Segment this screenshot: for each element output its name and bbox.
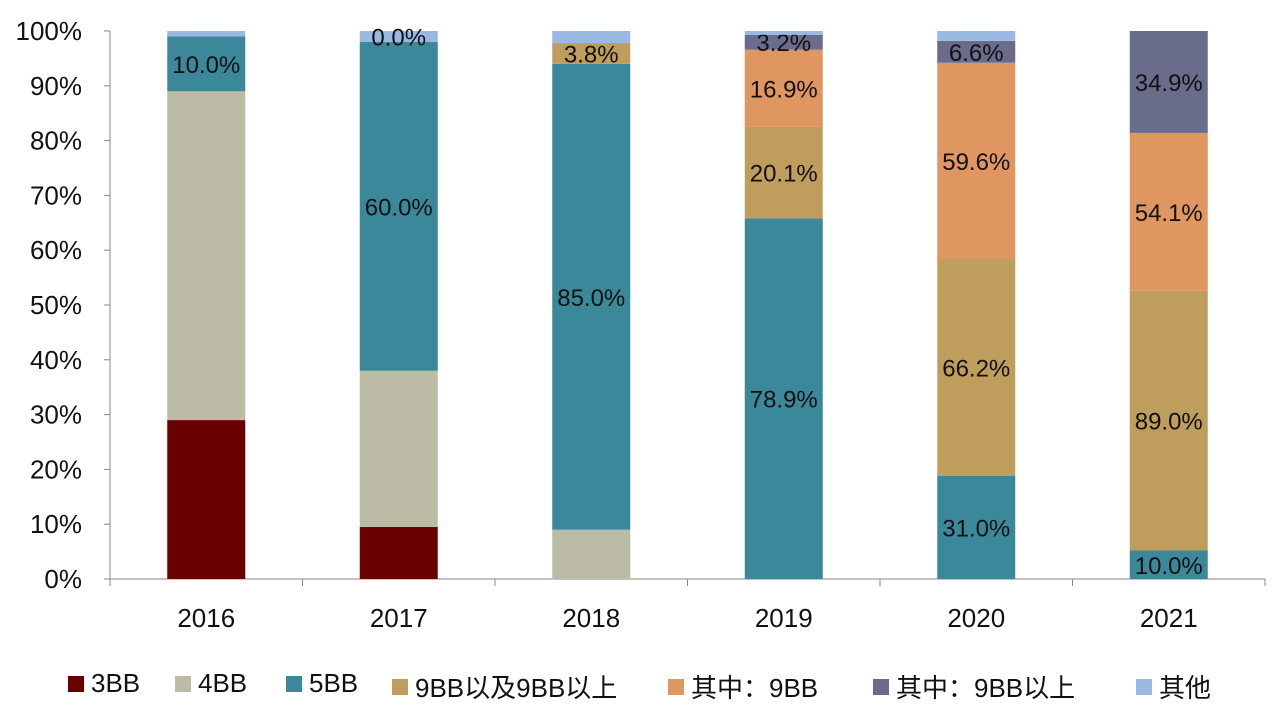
data-label-2016-2: 10.0%	[172, 52, 240, 79]
chart-legend: 3BB 4BB 5BB 9BB以及9BB以上 其中：9BB 其中：9BB以上 其他	[0, 660, 1280, 710]
data-label-2019-3: 20.1%	[750, 161, 818, 188]
data-label-2020-4: 59.6%	[942, 149, 1010, 176]
legend-item: 其中：9BB以上	[873, 668, 1075, 705]
y-tick-label: 40%	[30, 345, 82, 375]
bar-segment-2019-5	[744, 34, 823, 50]
data-label-2021-2: 10.0%	[1135, 553, 1203, 580]
x-tick-label: 2020	[947, 603, 1005, 633]
data-label-2017-2: 60.0%	[365, 194, 433, 221]
data-label-2020-3: 66.2%	[942, 355, 1010, 382]
y-tick-label: 90%	[30, 71, 82, 101]
data-label-2017-6: 0.0%	[371, 24, 426, 51]
bar-segment-2020-4	[937, 62, 1016, 259]
legend-swatch	[668, 678, 684, 695]
bar-segment-2016-1	[167, 91, 246, 421]
data-label-2021-4: 54.1%	[1135, 200, 1203, 227]
y-tick-label: 30%	[30, 400, 82, 430]
data-label-2019-2: 78.9%	[750, 387, 818, 414]
bar-segment-2018-3	[552, 43, 631, 64]
bar-segment-2019-4	[744, 49, 823, 127]
data-label-2020-2: 31.0%	[942, 515, 1010, 542]
x-tick-label: 2018	[562, 603, 620, 633]
bar-segment-2020-2	[937, 475, 1016, 579]
bar-segment-2021-3	[1129, 290, 1208, 551]
legend-item: 4BB	[175, 668, 247, 699]
legend-label: 9BB以及9BB以上	[415, 673, 618, 703]
data-label-2019-4: 16.9%	[750, 76, 818, 103]
bar-segment-2021-5	[1129, 31, 1208, 133]
y-tick-label: 10%	[30, 509, 82, 539]
bar-segment-2016-6	[167, 31, 246, 37]
bar-segment-2018-6	[552, 31, 631, 44]
bar-segment-2017-1	[359, 370, 438, 527]
legend-item: 其他	[1136, 668, 1211, 705]
y-tick-label: 80%	[30, 126, 82, 156]
bar-segment-2020-6	[937, 31, 1016, 41]
legend-label: 3BB	[91, 668, 141, 698]
data-label-2021-5: 34.9%	[1135, 70, 1203, 97]
legend-swatch	[175, 675, 191, 692]
bar-segment-2019-3	[744, 126, 823, 219]
bar-segment-2018-2	[552, 63, 631, 530]
bar-segment-2017-6	[359, 31, 438, 42]
legend-label: 5BB	[309, 668, 359, 698]
y-tick-label: 50%	[30, 290, 82, 320]
legend-swatch	[286, 675, 302, 692]
legend-swatch	[392, 678, 408, 695]
legend-label: 4BB	[198, 668, 248, 698]
y-tick-label: 60%	[30, 235, 82, 265]
legend-swatch	[1136, 678, 1152, 695]
x-tick-label: 2019	[755, 603, 813, 633]
legend-item: 9BB以及9BB以上	[392, 668, 617, 705]
bar-segment-2018-1	[552, 529, 631, 579]
legend-label: 其他	[1159, 673, 1212, 703]
x-tick-label: 2021	[1140, 603, 1198, 633]
legend-item: 其中：9BB	[668, 668, 818, 705]
bar-segment-2019-2	[744, 218, 823, 579]
bar-segment-2019-6	[744, 31, 823, 35]
legend-item: 5BB	[286, 668, 358, 699]
y-tick-label: 0%	[44, 564, 82, 594]
legend-swatch	[873, 678, 889, 695]
data-label-2020-5: 6.6%	[949, 40, 1004, 67]
data-label-2018-3: 3.8%	[564, 41, 619, 68]
bar-segment-2021-4	[1129, 132, 1208, 291]
bar-segment-2017-0	[359, 526, 438, 579]
legend-label: 其中：9BB	[691, 673, 819, 703]
data-label-2021-3: 89.0%	[1135, 409, 1203, 436]
y-tick-label: 100%	[16, 16, 83, 46]
bar-segment-2020-5	[937, 40, 1016, 63]
bar-segment-2017-2	[359, 41, 438, 371]
data-label-2018-2: 85.0%	[557, 285, 625, 312]
legend-label: 其中：9BB以上	[896, 673, 1076, 703]
bar-segment-2021-2	[1129, 550, 1208, 579]
bar-segment-2020-3	[937, 258, 1016, 476]
stacked-bar-chart: 0% 10% 20% 30% 40% 50% 60% 70% 80% 90% 100% 10.0% 20…	[16, 16, 1266, 633]
bar-segment-2016-0	[167, 420, 246, 579]
legend-item: 3BB	[68, 668, 140, 699]
x-tick-label: 2016	[177, 603, 235, 633]
y-tick-label: 20%	[30, 454, 82, 484]
x-tick-label: 2017	[370, 603, 428, 633]
bar-segment-2016-2	[167, 36, 246, 92]
legend-swatch	[68, 675, 84, 692]
y-tick-label: 70%	[30, 180, 82, 210]
